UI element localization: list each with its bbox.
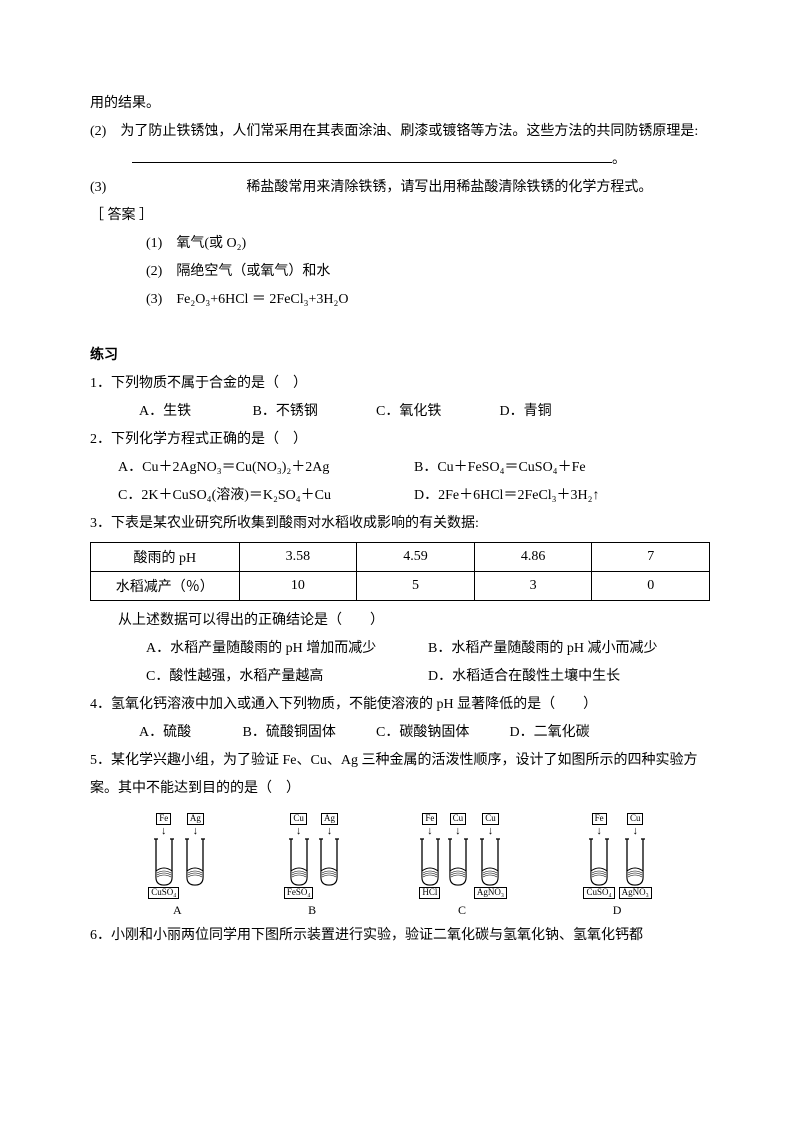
test-tube: Ag ↓ — [317, 813, 341, 899]
cell: 4.59 — [357, 543, 475, 572]
arrow-down-icon: ↓ — [193, 826, 199, 837]
group-letter: D — [583, 903, 651, 918]
diagram-group: Fe ↓ CuSO₄ Cu ↓ AgNO₃ D — [583, 813, 651, 918]
cell: 5 — [357, 572, 475, 601]
diagram-group: Fe ↓ CuSO₄ Ag ↓ A — [148, 813, 207, 918]
arrow-down-icon: ↓ — [455, 826, 461, 837]
test-tube: Cu ↓ — [446, 813, 470, 899]
q3-stem: (3) 稀盐酸常用来清除铁锈，请写出用稀盐酸清除铁锈的化学方程式。 — [90, 174, 710, 202]
q2p-stem: 2．下列化学方程式正确的是（ ） — [90, 426, 710, 454]
arrow-down-icon: ↓ — [161, 826, 167, 837]
solution-label: CuSO₄ — [583, 887, 614, 899]
cell: 4.86 — [474, 543, 592, 572]
test-tube: Cu ↓ FeSO₄ — [284, 813, 314, 899]
q5p-diagram: Fe ↓ CuSO₄ Ag ↓ A Cu ↓ — [110, 813, 690, 918]
q1-optC: C．氧化铁 — [376, 398, 496, 426]
q3p-optA: A．水稻产量随酸雨的 pH 增加而减少 — [146, 635, 428, 663]
practice-title: 练习 — [90, 342, 710, 370]
blank-end: 。 — [612, 152, 626, 167]
q3p-table: 酸雨的 pH 3.58 4.59 4.86 7 水稻减产（％） 10 5 3 0 — [90, 542, 710, 601]
solution-label: AgNO₃ — [474, 887, 507, 899]
q1-optD: D．青铜 — [500, 398, 580, 426]
test-tube: Fe ↓ CuSO₄ — [148, 813, 179, 899]
metal-label: Ag — [321, 813, 338, 825]
q4p-optD: D．二氧化碳 — [510, 719, 620, 747]
q3p-optD: D．水稻适合在酸性土壤中生长 — [428, 663, 710, 691]
table-row: 酸雨的 pH 3.58 4.59 4.86 7 — [91, 543, 710, 572]
answer-1: (1) 氧气(或 O₂) — [90, 230, 710, 258]
cell: 0 — [592, 572, 710, 601]
q3p-stem: 3．下表是某农业研究所收集到酸雨对水稻收成影响的有关数据: — [90, 510, 710, 538]
test-tube: Ag ↓ — [183, 813, 207, 899]
arrow-down-icon: ↓ — [488, 826, 494, 837]
arrow-down-icon: ↓ — [632, 826, 638, 837]
cell: 酸雨的 pH — [91, 543, 240, 572]
diagram-group: Fe ↓ HCl Cu ↓ Cu ↓ — [418, 813, 507, 918]
cell: 3.58 — [239, 543, 357, 572]
q3p-optC: C．酸性越强，水稻产量越高 — [146, 663, 428, 691]
diagram-group: Cu ↓ FeSO₄ Ag ↓ B — [284, 813, 342, 918]
q3p-followup: 从上述数据可以得出的正确结论是（ ） — [90, 607, 710, 635]
blank-underline — [132, 148, 612, 163]
test-tube: Fe ↓ HCl — [418, 813, 442, 899]
cell: 10 — [239, 572, 357, 601]
group-letter: A — [148, 903, 207, 918]
metal-label: Ag — [187, 813, 204, 825]
solution-label: HCl — [419, 887, 440, 899]
q5p-stem: 5．某化学兴趣小组，为了验证 Fe、Cu、Ag 三种金属的活泼性顺序，设计了如图… — [90, 747, 710, 803]
arrow-down-icon: ↓ — [427, 826, 433, 837]
q1-optB: B．不锈钢 — [253, 398, 373, 426]
arrow-down-icon: ↓ — [296, 826, 302, 837]
cell: 7 — [592, 543, 710, 572]
metal-label: Cu — [482, 813, 499, 825]
test-tube: Cu ↓ AgNO₃ — [474, 813, 507, 899]
solution-label: FeSO₄ — [284, 887, 314, 899]
q4p-options: A．硫酸 B．硫酸铜固体 C．碳酸钠固体 D．二氧化碳 — [90, 719, 710, 747]
q2-blank-row: 。 — [90, 146, 710, 174]
arrow-down-icon: ↓ — [596, 826, 602, 837]
arrow-down-icon: ↓ — [327, 826, 333, 837]
metal-label: Cu — [627, 813, 644, 825]
answer-3: (3) Fe₂O₃+6HCl ＝ 2FeCl₃+3H₂O — [90, 286, 710, 314]
test-tube: Fe ↓ CuSO₄ — [583, 813, 614, 899]
q1-options: A．生铁 B．不锈钢 C．氧化铁 D．青铜 — [90, 398, 710, 426]
q2-stem: (2) 为了防止铁锈蚀，人们常采用在其表面涂油、刷漆或镀铬等方法。这些方法的共同… — [90, 118, 710, 146]
group-letter: B — [284, 903, 342, 918]
q2p-optA: A．Cu＋2AgNO₃＝Cu(NO₃)₂＋2Ag — [118, 454, 414, 482]
metal-label: Cu — [290, 813, 307, 825]
solution-label: AgNO₃ — [619, 887, 652, 899]
q4p-optA: A．硫酸 — [139, 719, 239, 747]
top-line1: 用的结果。 — [90, 90, 710, 118]
q3p-optB: B．水稻产量随酸雨的 pH 减小而减少 — [428, 635, 710, 663]
metal-label: Fe — [156, 813, 171, 825]
q2p-optD: D．2Fe＋6HCl＝2FeCl₃＋3H₂↑ — [414, 482, 710, 510]
test-tube: Cu ↓ AgNO₃ — [619, 813, 652, 899]
metal-label: Fe — [592, 813, 607, 825]
answer-2: (2) 隔绝空气（或氧气）和水 — [90, 258, 710, 286]
q1-stem: 1．下列物质不属于合金的是（ ） — [90, 370, 710, 398]
metal-label: Cu — [450, 813, 467, 825]
q6p-stem: 6．小刚和小丽两位同学用下图所示装置进行实验，验证二氧化碳与氢氧化钠、氢氧化钙都 — [90, 922, 710, 950]
q4p-stem: 4．氢氧化钙溶液中加入或通入下列物质，不能使溶液的 pH 显著降低的是（ ） — [90, 691, 710, 719]
q2p-optC: C．2K＋CuSO₄(溶液)＝K₂SO₄＋Cu — [118, 482, 414, 510]
q4p-optB: B．硫酸铜固体 — [243, 719, 373, 747]
q1-optA: A．生铁 — [139, 398, 249, 426]
q4p-optC: C．碳酸钠固体 — [376, 719, 506, 747]
table-row: 水稻减产（％） 10 5 3 0 — [91, 572, 710, 601]
cell: 3 — [474, 572, 592, 601]
metal-label: Fe — [422, 813, 437, 825]
group-letter: C — [418, 903, 507, 918]
answer-label: ［ 答案 ］ — [90, 202, 710, 230]
solution-label: CuSO₄ — [148, 887, 179, 899]
q2p-optB: B．Cu＋FeSO₄＝CuSO₄＋Fe — [414, 454, 710, 482]
cell: 水稻减产（％） — [91, 572, 240, 601]
